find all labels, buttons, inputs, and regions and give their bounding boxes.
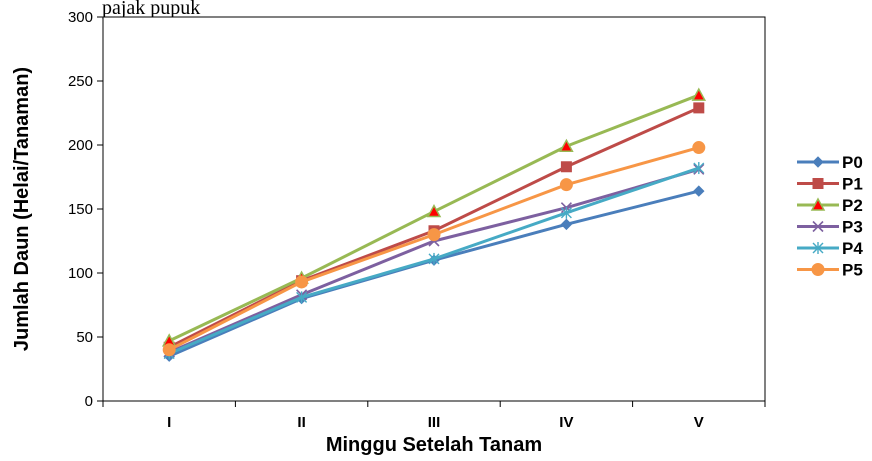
legend-label: P4 xyxy=(842,239,863,258)
marker-stroke xyxy=(812,220,824,233)
legend-item-p5: P5 xyxy=(797,261,863,280)
legend-item-p1: P1 xyxy=(797,175,863,194)
x-tick-label: II xyxy=(297,414,305,431)
legend-marker xyxy=(812,156,824,168)
data-point xyxy=(693,102,705,114)
data-point xyxy=(427,228,441,242)
y-tick-label: 250 xyxy=(68,73,93,90)
legend-marker xyxy=(812,220,824,233)
legend-marker xyxy=(811,263,825,276)
y-tick-label: 200 xyxy=(68,137,93,154)
data-point xyxy=(559,178,573,192)
data-point xyxy=(692,141,706,155)
legend-item-p4: P4 xyxy=(797,239,863,258)
legend-item-p3: P3 xyxy=(797,218,863,237)
y-tick-label: 100 xyxy=(68,265,93,282)
legend-label: P0 xyxy=(842,153,863,172)
x-tick-label: IV xyxy=(559,414,573,431)
x-tick-label: I xyxy=(167,414,171,431)
legend-label: P3 xyxy=(842,218,863,237)
y-tick-label: 0 xyxy=(85,393,93,410)
data-point xyxy=(691,87,707,101)
legend-marker xyxy=(810,197,826,211)
legend-label: P2 xyxy=(842,196,863,215)
data-point xyxy=(559,138,574,153)
data-point xyxy=(560,206,572,219)
legend: P0 P1 P2 P3 P4 P5 xyxy=(797,153,863,280)
y-tick-label: 150 xyxy=(68,201,93,218)
y-axis: 0 50 100 150 200 250 300 xyxy=(68,9,103,410)
data-point xyxy=(296,291,308,304)
x-axis: I II III IV V xyxy=(102,401,766,431)
data-point xyxy=(560,218,573,231)
legend-item-p0: P0 xyxy=(797,153,863,172)
data-point xyxy=(693,162,705,175)
data-point xyxy=(426,203,442,218)
data-point xyxy=(295,275,309,289)
x-axis-title: Minggu Setelah Tanam xyxy=(326,434,542,456)
x-tick-label: III xyxy=(428,414,441,431)
x-tick-label: V xyxy=(694,414,704,431)
y-tick-label: 50 xyxy=(76,329,93,346)
data-point xyxy=(428,252,440,265)
legend-label: P1 xyxy=(842,175,863,194)
data-point xyxy=(560,161,572,173)
legend-marker xyxy=(812,178,824,189)
top-text: pajak pupuk xyxy=(102,0,200,19)
legend-marker xyxy=(812,242,824,254)
data-point xyxy=(693,185,705,197)
y-axis-title: Jumlah Daun (Helai/Tanaman) xyxy=(11,67,33,351)
legend-label: P5 xyxy=(842,261,863,280)
y-tick-label: 300 xyxy=(68,9,93,26)
series-p5 xyxy=(162,141,706,357)
legend-item-p2: P2 xyxy=(797,196,863,215)
series-layer xyxy=(161,87,707,362)
data-point xyxy=(162,343,176,357)
